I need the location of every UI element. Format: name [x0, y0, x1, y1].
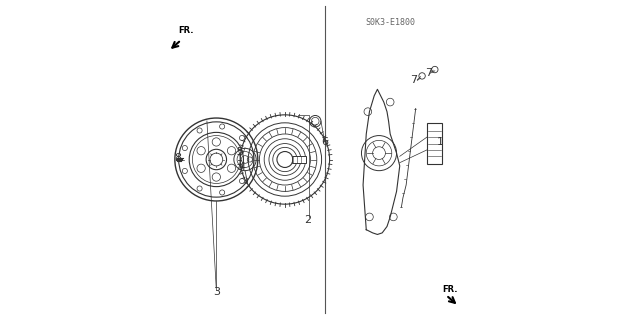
- Text: 7: 7: [425, 68, 432, 78]
- Text: 5: 5: [236, 147, 243, 158]
- Text: 7: 7: [410, 75, 417, 85]
- FancyBboxPatch shape: [427, 123, 442, 164]
- FancyBboxPatch shape: [292, 156, 307, 163]
- Text: FR.: FR.: [442, 285, 458, 294]
- Text: 1: 1: [436, 137, 444, 147]
- Text: 8: 8: [175, 153, 182, 163]
- Text: S0K3-E1800: S0K3-E1800: [365, 18, 415, 27]
- Text: 6: 6: [321, 137, 328, 147]
- Text: 4: 4: [238, 162, 245, 173]
- Text: 2: 2: [304, 215, 312, 225]
- Text: 3: 3: [213, 287, 220, 297]
- Text: FR.: FR.: [178, 26, 193, 35]
